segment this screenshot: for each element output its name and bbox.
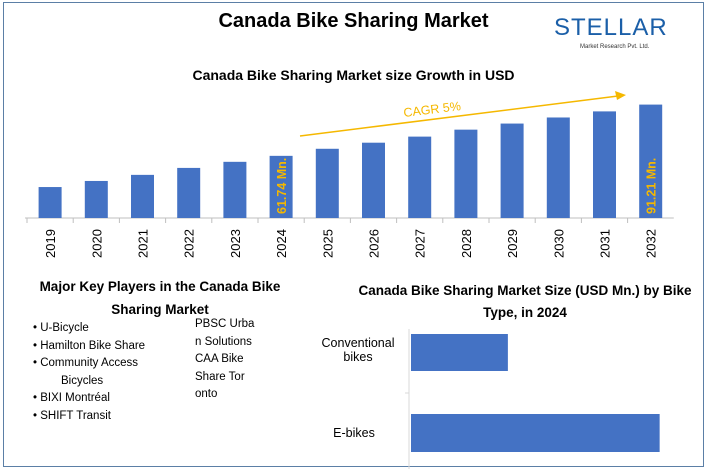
- hbar-conventional-bikes: [411, 334, 508, 371]
- category-label-conventional: Conventional bikes: [321, 336, 395, 364]
- x-tick-label: 2030: [551, 229, 566, 258]
- key-player-item: • SHIFT Transit: [33, 408, 151, 426]
- bullet-icon: •: [33, 409, 41, 422]
- x-tick-label: 2028: [459, 229, 474, 258]
- bike-type-chart-title: Canada Bike Sharing Market Size (USD Mn.…: [358, 283, 692, 320]
- bar-2032: [639, 104, 663, 218]
- growth-chart-title: Canada Bike Sharing Market size Growth i…: [192, 67, 515, 83]
- cagr-arrow-head: [615, 91, 626, 100]
- key-players-list-2: PBSC Urban Solutions CAA Bike Share Toron…: [195, 316, 265, 404]
- bar-2031: [593, 111, 616, 218]
- key-player-item: • BIXI Montréal: [33, 390, 151, 408]
- key-player-name: SHIFT Transit: [40, 409, 111, 422]
- bar-2026: [362, 142, 385, 218]
- bar-2020: [84, 180, 108, 218]
- x-tick-label: 2023: [228, 229, 243, 258]
- cagr-arrow-line: [299, 95, 619, 137]
- key-player-item: CAA Bike Share Toronto: [195, 353, 245, 400]
- x-tick-label: 2025: [320, 229, 335, 258]
- key-player-name: U-Bicycle: [40, 322, 89, 334]
- bullet-icon: •: [33, 339, 41, 352]
- key-players-list: • U-Bicycle • Hamilton Bike Share • Commun…: [33, 320, 151, 425]
- logo-text: STELLAR: [554, 14, 668, 41]
- bullet-icon: •: [33, 322, 41, 334]
- bar-2025: [315, 148, 339, 218]
- x-tick-label: 2032: [644, 229, 659, 258]
- key-player-name: BIXI Montréal: [40, 392, 110, 404]
- key-player-name: Hamilton Bike Share: [40, 339, 146, 352]
- key-player-name: Community Access Bicycles: [40, 357, 139, 387]
- bar-2027: [408, 136, 432, 218]
- page-title: Canada Bike Sharing Market: [218, 10, 489, 32]
- key-player-item: PBSC Urban Solutions: [195, 318, 255, 348]
- infographic-frame: [3, 2, 704, 467]
- x-tick-label: 2024: [274, 229, 289, 258]
- bar-2030: [546, 117, 570, 218]
- x-tick-label: 2021: [136, 229, 151, 258]
- key-player-item: • U-Bicycle: [33, 320, 151, 338]
- x-tick-label: 2031: [598, 229, 613, 258]
- bullet-icon: •: [33, 392, 41, 404]
- bar-2021: [131, 174, 154, 218]
- data-label-2024: 61.74 Mn.: [275, 158, 289, 214]
- key-player-item: • Hamilton Bike Share: [33, 338, 151, 356]
- category-label-ebikes: E-bikes: [333, 426, 375, 440]
- bar-2029: [500, 123, 524, 218]
- x-tick-label: 2020: [89, 229, 104, 258]
- cagr-label: CAGR 5%: [403, 99, 462, 120]
- logo-tagline: Market Research Pvt. Ltd.: [580, 44, 650, 50]
- x-tick-label: 2027: [413, 229, 428, 258]
- x-tick-label: 2029: [505, 229, 520, 258]
- x-tick-label: 2026: [367, 229, 382, 258]
- x-tick-label: 2019: [43, 229, 58, 258]
- data-label-2032: 91.21 Mn.: [645, 158, 659, 214]
- key-player-item: • Community Access Bicycles: [33, 355, 151, 390]
- x-tick-label: 2022: [182, 229, 197, 258]
- hbar-e-bikes: [411, 414, 660, 452]
- bar-2019: [38, 187, 62, 218]
- stellar-logo: STELLAR Market Research Pvt. Ltd.: [540, 8, 690, 58]
- bullet-icon: •: [33, 357, 41, 369]
- key-players-title: Major Key Players in the Canada Bike Sha…: [39, 279, 281, 317]
- bar-2022: [177, 167, 201, 218]
- bar-2023: [223, 161, 247, 218]
- bar-2024: [269, 155, 293, 218]
- bar-2028: [454, 129, 478, 218]
